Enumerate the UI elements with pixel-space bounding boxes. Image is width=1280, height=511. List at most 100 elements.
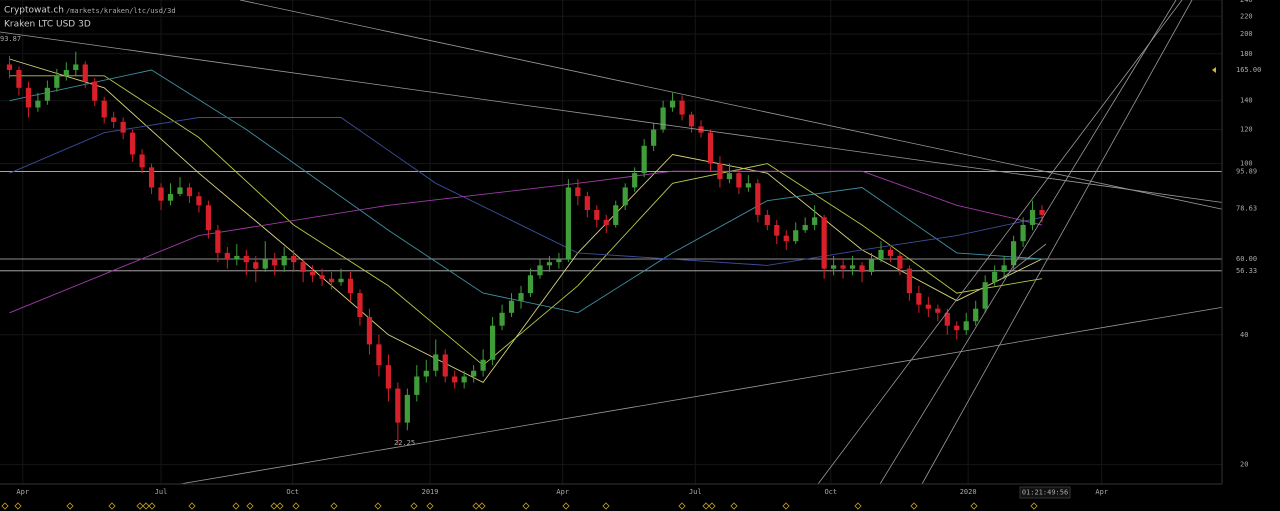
market-label: Kraken LTC USD 3D bbox=[4, 20, 91, 30]
candle-body bbox=[537, 265, 543, 276]
event-marker bbox=[270, 502, 278, 510]
candle-body bbox=[309, 271, 316, 276]
event-marker bbox=[246, 502, 254, 510]
candle-body bbox=[73, 64, 79, 71]
price-label-box bbox=[1230, 166, 1268, 177]
event-marker bbox=[148, 502, 156, 510]
event-marker bbox=[276, 502, 284, 510]
site-title: Cryptowat.ch bbox=[4, 6, 64, 16]
candle-body bbox=[452, 376, 458, 383]
subtitle: /markets/kraken/ltc/usd/3d bbox=[66, 7, 176, 15]
event-marker bbox=[478, 502, 486, 510]
event-marker bbox=[330, 502, 338, 510]
candle-body bbox=[328, 278, 335, 283]
candle-body bbox=[717, 163, 723, 180]
price-label-box bbox=[1230, 65, 1268, 76]
event-marker bbox=[708, 502, 716, 510]
candle-body bbox=[632, 173, 638, 188]
x-tick-label: Apr bbox=[1095, 488, 1108, 496]
event-marker bbox=[782, 502, 790, 510]
price-marker bbox=[1212, 67, 1216, 74]
y-tick-label: 120 bbox=[1240, 126, 1253, 134]
candle-body bbox=[935, 308, 941, 313]
event-marker bbox=[136, 502, 144, 510]
candle-body bbox=[783, 235, 789, 242]
candle-body bbox=[300, 262, 306, 272]
candle-body bbox=[508, 300, 515, 313]
trend-line bbox=[921, 0, 1193, 485]
candle-body bbox=[111, 117, 117, 122]
moving-average-line bbox=[9, 58, 1043, 383]
candle-body bbox=[651, 129, 657, 146]
candle-body bbox=[916, 293, 922, 305]
event-marker bbox=[970, 502, 978, 510]
trend-lines bbox=[0, 0, 1227, 485]
moving-average-line bbox=[9, 117, 1043, 266]
candle-body bbox=[613, 205, 619, 225]
candle-body bbox=[44, 87, 50, 101]
candle-body bbox=[925, 304, 931, 309]
event-marker bbox=[292, 502, 300, 510]
candle-body bbox=[442, 354, 448, 377]
candle-body bbox=[433, 354, 439, 371]
candle-body bbox=[291, 255, 297, 263]
high-annotation: 93.87 bbox=[0, 35, 21, 43]
trend-line bbox=[879, 0, 1177, 485]
candle-body bbox=[726, 173, 733, 180]
y-tick-label: 20 bbox=[1240, 460, 1248, 468]
candle-body bbox=[395, 388, 401, 423]
candle-body bbox=[954, 325, 960, 331]
price-label-box bbox=[1230, 254, 1268, 265]
trend-line bbox=[0, 31, 1227, 204]
candle-body bbox=[25, 87, 32, 108]
candle-body bbox=[944, 312, 950, 326]
candle-body bbox=[414, 376, 420, 395]
event-marker bbox=[910, 502, 918, 510]
candle-body bbox=[641, 145, 647, 174]
trend-line bbox=[817, 0, 1183, 485]
x-tick-label: 2020 bbox=[960, 488, 977, 496]
candle-body bbox=[186, 187, 193, 197]
event-marker bbox=[730, 502, 738, 510]
y-tick-label: 180 bbox=[1240, 50, 1253, 58]
candle-body bbox=[802, 224, 808, 231]
event-marker bbox=[854, 502, 862, 510]
candle-body bbox=[1039, 210, 1045, 215]
candle-body bbox=[404, 394, 410, 423]
candle-body bbox=[868, 259, 875, 272]
candle-body bbox=[764, 214, 770, 225]
axes: 20 40 100 120 140 180 200 220 240 Apr Jul Oct 2019 Ap… bbox=[16, 0, 1268, 499]
candle-body bbox=[556, 259, 562, 263]
event-marker bbox=[522, 502, 530, 510]
candle-body bbox=[63, 70, 69, 76]
y-tick-label: 200 bbox=[1240, 30, 1253, 38]
candle-body bbox=[1001, 265, 1007, 272]
candle-body bbox=[480, 359, 486, 371]
candle-body bbox=[575, 187, 581, 197]
x-tick-label: 2019 bbox=[422, 488, 439, 496]
candle-body bbox=[963, 321, 969, 331]
candle-body bbox=[755, 183, 761, 215]
candle-body bbox=[158, 187, 164, 201]
candle-body bbox=[167, 193, 174, 201]
countdown: 01:21:49:56 bbox=[1022, 489, 1068, 497]
trend-line bbox=[179, 306, 1225, 485]
y-tick-label: 240 bbox=[1240, 0, 1253, 4]
candle-body bbox=[461, 376, 467, 383]
event-marker bbox=[142, 502, 150, 510]
trend-line bbox=[239, 0, 1227, 211]
countdown-box bbox=[1019, 486, 1071, 499]
candle-body bbox=[736, 173, 742, 188]
candle-body bbox=[584, 196, 590, 211]
candle-body bbox=[366, 316, 373, 345]
candle-body bbox=[774, 224, 780, 236]
x-tick-label: Apr bbox=[16, 488, 29, 496]
y-tick-label: 220 bbox=[1240, 12, 1253, 20]
candle-body bbox=[215, 230, 221, 253]
candle-body bbox=[234, 255, 240, 260]
candle-body bbox=[565, 187, 571, 260]
candle-body bbox=[319, 275, 325, 279]
x-tick-label: Jul bbox=[689, 488, 702, 496]
event-marker bbox=[410, 502, 418, 510]
